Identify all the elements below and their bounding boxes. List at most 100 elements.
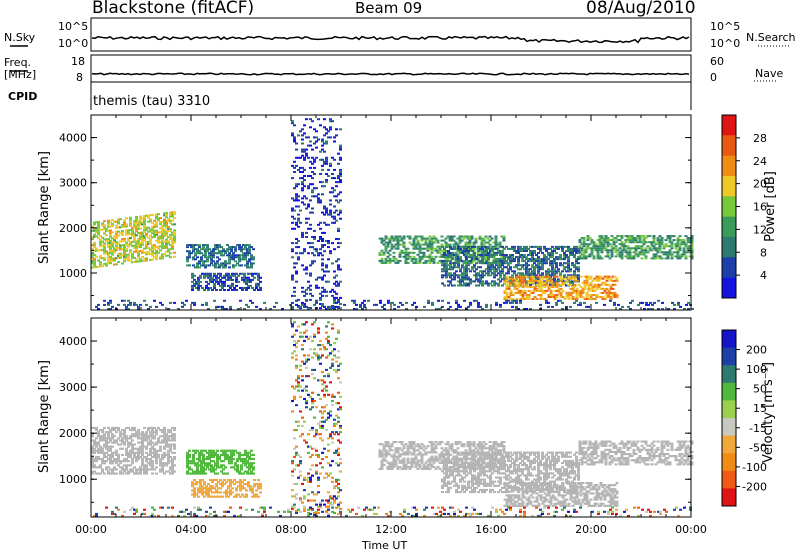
data-cell xyxy=(603,298,607,300)
data-cell xyxy=(240,264,243,267)
data-cell xyxy=(505,296,509,298)
data-cell xyxy=(587,287,591,290)
data-cell xyxy=(199,274,202,277)
data-cell xyxy=(531,281,535,284)
data-cell xyxy=(557,258,560,261)
data-cell xyxy=(337,193,340,196)
data-cell xyxy=(459,247,462,250)
data-cell xyxy=(107,301,110,304)
data-cell xyxy=(115,431,118,434)
data-cell xyxy=(333,296,336,299)
data-cell xyxy=(165,232,168,235)
data-cell xyxy=(309,284,312,287)
data-cell xyxy=(244,458,247,461)
data-cell xyxy=(355,303,358,306)
data-cell xyxy=(577,303,580,306)
data-cell xyxy=(461,276,464,279)
data-cell xyxy=(131,458,134,461)
data-cell xyxy=(115,243,118,245)
data-cell xyxy=(236,458,239,461)
data-cell xyxy=(424,261,428,264)
data-cell xyxy=(517,258,520,261)
data-cell xyxy=(323,126,326,129)
data-cell xyxy=(682,253,686,256)
data-cell xyxy=(165,242,168,245)
data-cell xyxy=(598,255,602,258)
data-cell xyxy=(167,248,170,251)
data-cell xyxy=(333,248,336,251)
data-cell xyxy=(428,257,432,260)
data-cell xyxy=(451,274,454,277)
data-cell xyxy=(457,284,460,287)
data-cell xyxy=(161,453,164,456)
data-cell xyxy=(201,489,204,492)
data-cell xyxy=(123,464,126,467)
data-cell xyxy=(97,227,100,230)
data-cell xyxy=(250,464,253,467)
data-cell xyxy=(297,453,300,456)
data-cell xyxy=(489,268,492,271)
data-cell xyxy=(611,279,615,282)
data-cell xyxy=(248,250,251,253)
data-cell xyxy=(307,203,310,206)
data-cell xyxy=(153,229,156,232)
data-cell xyxy=(317,422,320,425)
data-cell xyxy=(231,289,234,291)
data-cell xyxy=(155,223,158,226)
data-cell xyxy=(688,255,692,258)
data-cell xyxy=(216,256,219,259)
data-cell xyxy=(557,289,561,292)
data-cell xyxy=(642,235,646,238)
data-cell xyxy=(252,466,255,469)
data-cell xyxy=(247,280,250,283)
data-cell xyxy=(305,400,308,403)
data-cell xyxy=(165,222,168,225)
data-cell xyxy=(443,252,446,254)
data-cell xyxy=(684,245,688,248)
data-cell xyxy=(204,468,207,471)
data-cell xyxy=(161,435,164,438)
data-cell xyxy=(231,491,234,494)
data-cell xyxy=(481,254,484,256)
data-cell xyxy=(529,277,533,280)
data-cell xyxy=(305,375,308,378)
data-cell xyxy=(93,441,96,444)
data-cell xyxy=(163,244,166,247)
data-cell xyxy=(456,243,460,246)
data-cell xyxy=(107,240,110,242)
data-cell xyxy=(676,255,680,258)
data-cell xyxy=(147,251,150,253)
data-cell xyxy=(200,252,203,255)
data-cell xyxy=(583,283,587,286)
data-cell xyxy=(471,256,474,259)
data-cell xyxy=(295,148,298,151)
data-cell xyxy=(404,251,408,254)
data-cell xyxy=(99,241,102,243)
data-cell xyxy=(242,248,245,251)
data-cell xyxy=(315,130,318,133)
data-cell xyxy=(197,280,200,283)
data-cell xyxy=(229,481,232,484)
data-cell xyxy=(139,451,142,454)
data-cell xyxy=(600,245,604,248)
data-cell xyxy=(541,274,544,277)
data-cell xyxy=(527,247,530,250)
data-cell xyxy=(91,252,94,255)
data-cell xyxy=(469,270,472,273)
data-cell xyxy=(235,280,238,283)
data-cell xyxy=(117,458,120,461)
data-cell xyxy=(383,303,386,306)
data-cell xyxy=(133,222,136,225)
data-cell xyxy=(511,299,514,302)
data-cell xyxy=(472,259,476,262)
data-cell xyxy=(105,437,108,440)
data-cell xyxy=(238,451,241,454)
data-cell xyxy=(447,264,450,267)
data-cell xyxy=(311,356,314,359)
data-cell xyxy=(580,257,584,260)
data-cell xyxy=(109,241,112,244)
data-cell xyxy=(200,453,203,456)
data-cell xyxy=(337,201,340,204)
data-cell xyxy=(117,429,120,432)
data-cell xyxy=(139,233,142,236)
